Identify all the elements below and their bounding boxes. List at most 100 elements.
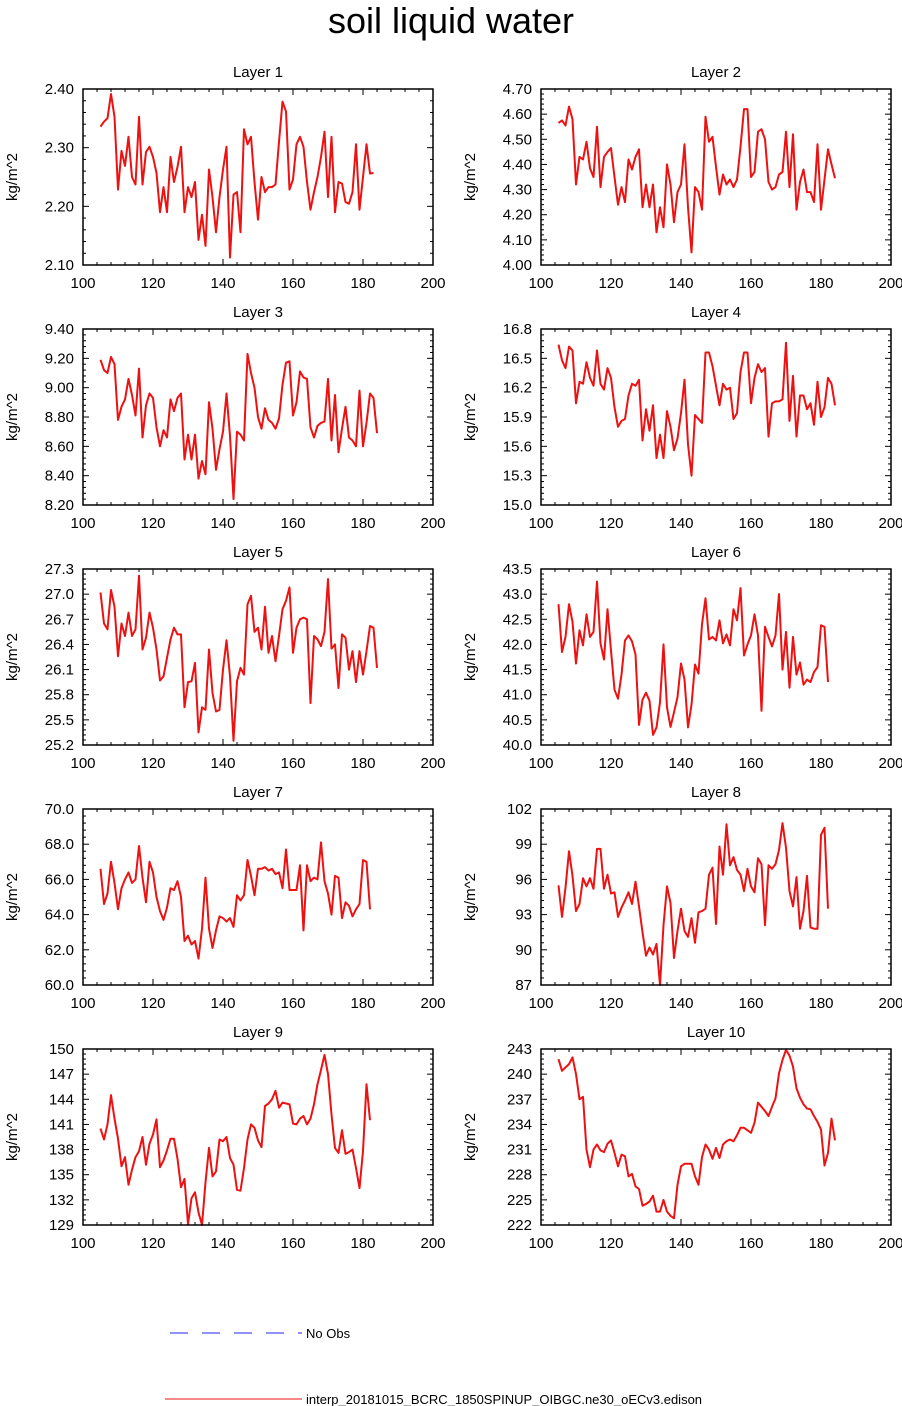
y-tick-label: 102 <box>507 801 532 818</box>
series-line-layer-9 <box>99 1053 371 1226</box>
x-tick-label: 140 <box>668 515 693 532</box>
x-tick-label: 160 <box>738 995 763 1012</box>
x-tick-label: 120 <box>140 995 165 1012</box>
x-tick-label: 140 <box>210 275 235 292</box>
panel-title: Layer 1 <box>233 64 283 81</box>
plot-frame <box>82 88 434 266</box>
x-tick-label: 180 <box>350 995 375 1012</box>
chart-panel-layer-2: Layer 2 kg/m^2 100 120 140 160 180 200 4.00 4.10 4… <box>462 64 902 292</box>
x-tick-label: 100 <box>70 515 95 532</box>
x-tick-label: 200 <box>420 515 445 532</box>
plot-frame <box>540 328 892 506</box>
y-tick-label: 222 <box>507 1217 532 1234</box>
y-tick-label: 41.0 <box>503 687 532 704</box>
plot-frame <box>82 1048 434 1226</box>
y-tick-label: 93 <box>515 907 532 924</box>
x-tick-label: 100 <box>70 275 95 292</box>
x-tick-label: 140 <box>210 515 235 532</box>
y-tick-label: 15.3 <box>503 468 532 485</box>
y-axis-label: kg/m^2 <box>462 393 479 441</box>
y-tick-label: 132 <box>49 1192 74 1209</box>
y-tick-label: 9.00 <box>45 380 74 397</box>
plot-frame <box>540 808 892 986</box>
y-axis-label: kg/m^2 <box>4 1113 21 1161</box>
y-tick-label: 2.10 <box>45 257 74 274</box>
x-tick-label: 100 <box>528 1235 553 1252</box>
x-tick-label: 160 <box>280 755 305 772</box>
y-tick-label: 240 <box>507 1066 532 1083</box>
panel-title: Layer 6 <box>691 544 741 561</box>
y-tick-label: 26.1 <box>45 662 74 679</box>
panel-title: Layer 10 <box>687 1024 745 1041</box>
y-tick-label: 26.7 <box>45 611 74 628</box>
series-line-layer-1 <box>99 93 374 259</box>
y-tick-label: 41.5 <box>503 662 532 679</box>
panel-title: Layer 4 <box>691 304 741 321</box>
y-tick-label: 4.70 <box>503 81 532 98</box>
x-tick-label: 140 <box>210 1235 235 1252</box>
x-tick-label: 120 <box>598 275 623 292</box>
chart-panel-layer-10: Layer 10 kg/m^2 100 120 140 160 180 200 222 225 22… <box>462 1024 902 1252</box>
x-tick-label: 100 <box>528 515 553 532</box>
x-tick-label: 180 <box>350 755 375 772</box>
page-title: soil liquid water <box>327 0 575 41</box>
y-tick-label: 2.30 <box>45 140 74 157</box>
y-tick-label: 70.0 <box>45 801 74 818</box>
y-axis-label: kg/m^2 <box>4 873 21 921</box>
y-tick-label: 62.0 <box>45 942 74 959</box>
x-tick-label: 180 <box>808 1235 833 1252</box>
y-axis-label: kg/m^2 <box>462 873 479 921</box>
x-tick-label: 140 <box>668 275 693 292</box>
y-tick-label: 4.10 <box>503 232 532 249</box>
plot-frame <box>540 568 892 746</box>
x-tick-label: 120 <box>140 515 165 532</box>
y-tick-label: 237 <box>507 1091 532 1108</box>
x-tick-label: 140 <box>668 995 693 1012</box>
y-tick-label: 243 <box>507 1041 532 1058</box>
y-tick-label: 4.00 <box>503 257 532 274</box>
plot-frame <box>82 808 434 986</box>
x-tick-label: 180 <box>808 755 833 772</box>
x-tick-label: 100 <box>528 995 553 1012</box>
y-tick-label: 66.0 <box>45 871 74 888</box>
y-tick-label: 2.40 <box>45 81 74 98</box>
y-tick-label: 16.5 <box>503 350 532 367</box>
y-tick-label: 4.50 <box>503 131 532 148</box>
chart-panels: Layer 1 kg/m^2 100 120 140 160 180 200 2.10 2.20 2… <box>4 64 902 1252</box>
x-tick-label: 180 <box>350 515 375 532</box>
chart-panel-layer-3: Layer 3 kg/m^2 100 120 140 160 180 200 8.20 8.40 8… <box>4 304 446 532</box>
chart-panel-layer-6: Layer 6 kg/m^2 100 120 140 160 180 200 40.0 40.5 4… <box>462 544 902 772</box>
x-tick-label: 120 <box>598 995 623 1012</box>
x-tick-label: 180 <box>808 515 833 532</box>
chart-panel-layer-7: Layer 7 kg/m^2 100 120 140 160 180 200 60.0 62.0 6… <box>4 784 446 1012</box>
y-tick-label: 129 <box>49 1217 74 1234</box>
series-line-layer-4 <box>557 341 836 477</box>
plot-frame <box>82 328 434 506</box>
x-tick-label: 120 <box>598 755 623 772</box>
panel-title: Layer 3 <box>233 304 283 321</box>
x-tick-label: 200 <box>878 755 902 772</box>
chart-panel-layer-4: Layer 4 kg/m^2 100 120 140 160 180 200 15.0 15.3 1… <box>462 304 902 532</box>
y-tick-label: 141 <box>49 1116 74 1133</box>
x-tick-label: 160 <box>738 1235 763 1252</box>
x-tick-label: 200 <box>878 275 902 292</box>
y-tick-label: 4.20 <box>503 207 532 224</box>
plot-frame <box>82 568 434 746</box>
x-tick-label: 180 <box>808 995 833 1012</box>
x-tick-label: 120 <box>598 1235 623 1252</box>
series-line-layer-8 <box>557 822 829 986</box>
y-tick-label: 15.9 <box>503 409 532 426</box>
y-tick-label: 138 <box>49 1142 74 1159</box>
y-tick-label: 16.2 <box>503 380 532 397</box>
panel-title: Layer 5 <box>233 544 283 561</box>
y-tick-label: 40.5 <box>503 712 532 729</box>
y-tick-label: 27.0 <box>45 586 74 603</box>
panel-title: Layer 7 <box>233 784 283 801</box>
y-tick-label: 228 <box>507 1167 532 1184</box>
chart-panel-layer-9: Layer 9 kg/m^2 100 120 140 160 180 200 129 132 135… <box>4 1024 446 1252</box>
x-tick-label: 160 <box>280 1235 305 1252</box>
y-tick-label: 68.0 <box>45 836 74 853</box>
y-tick-label: 8.20 <box>45 497 74 514</box>
y-tick-label: 25.8 <box>45 687 74 704</box>
